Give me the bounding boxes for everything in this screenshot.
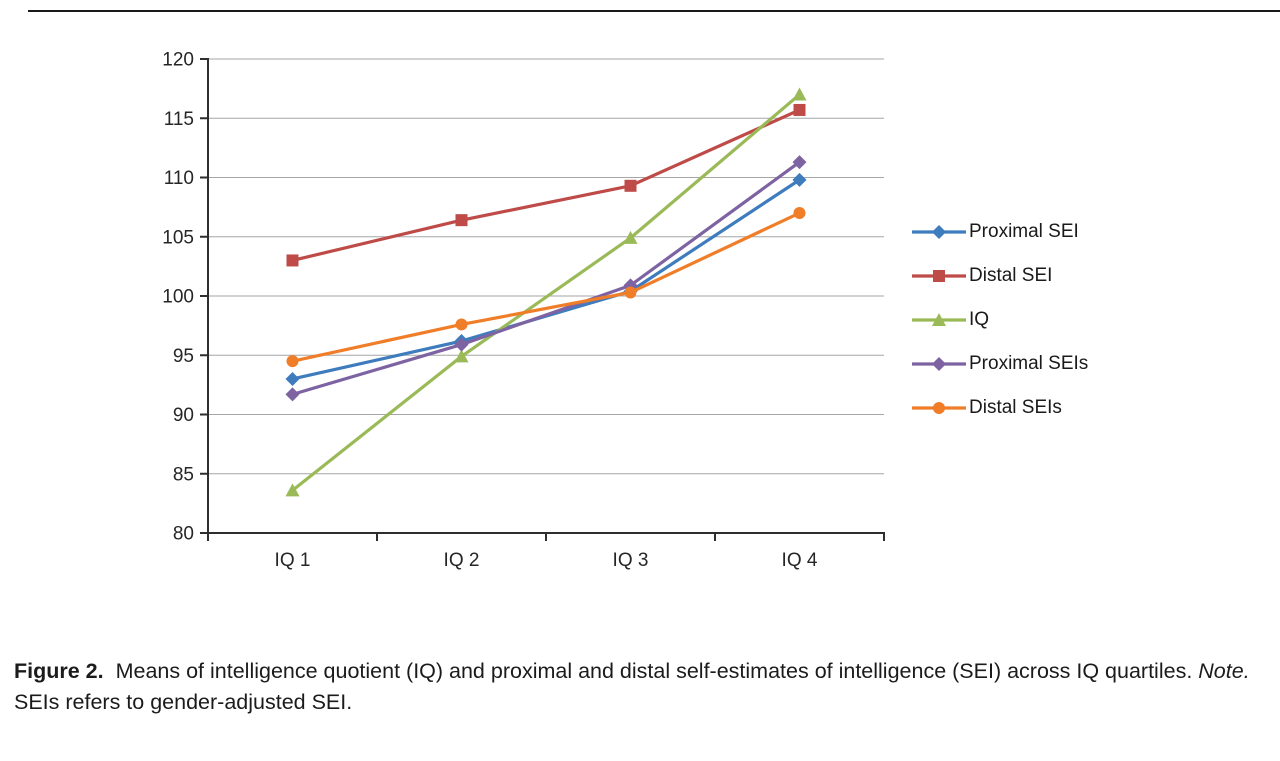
series-marker-iq-3 bbox=[623, 230, 638, 244]
legend-swatch-distal-sei bbox=[912, 270, 966, 282]
series-marker-distal-sei-4 bbox=[793, 103, 806, 116]
series-marker-proximal-sei-1 bbox=[285, 371, 300, 386]
series-marker-distal-sei-1 bbox=[286, 254, 299, 267]
note-label: Note. bbox=[1198, 659, 1250, 683]
legend-marker-triangle-iq bbox=[932, 313, 946, 326]
legend-item-distal-seis: Distal SEIs bbox=[912, 397, 1088, 418]
series-marker-iq-4 bbox=[792, 87, 807, 101]
legend-marker-diamond-proximal-sei bbox=[932, 225, 946, 239]
y-tick-label-80: 80 bbox=[173, 524, 194, 545]
series-marker-distal-seis-1 bbox=[286, 355, 299, 368]
note-body: SEIs refers to gender-adjusted SEI. bbox=[14, 690, 353, 715]
y-tick-label-85: 85 bbox=[173, 464, 194, 485]
figure-caption: Figure 2. Means of intelligence quotient… bbox=[14, 656, 1272, 718]
legend-marker-circle-distal-seis bbox=[933, 402, 945, 414]
series-marker-iq-1 bbox=[285, 483, 300, 497]
y-tick-label-90: 90 bbox=[173, 405, 194, 426]
series-line-iq bbox=[290, 92, 802, 492]
series-marker-distal-sei-2 bbox=[455, 214, 468, 227]
legend-item-iq: IQ bbox=[912, 309, 1088, 330]
legend-marker-diamond-proximal-seis bbox=[932, 357, 946, 371]
y-tick-label-120: 120 bbox=[162, 50, 194, 71]
series-marker-distal-sei-3 bbox=[624, 179, 637, 192]
series-line-proximal-sei bbox=[290, 178, 802, 381]
legend-swatch-iq bbox=[912, 313, 966, 326]
series-line-proximal-seis bbox=[290, 160, 802, 396]
y-tick-label-95: 95 bbox=[173, 346, 194, 367]
legend-label-proximal-sei: Proximal SEI bbox=[969, 221, 1079, 242]
series-marker-distal-seis-3 bbox=[624, 286, 637, 299]
line-chart: 80 85 90 95 100 105 110 115 120 IQ 1 IQ 2 IQ 3 IQ 4 bbox=[162, 50, 885, 571]
series-marker-proximal-seis-2 bbox=[454, 337, 469, 352]
series-marker-distal-seis-2 bbox=[455, 318, 468, 331]
legend-swatch-proximal-seis bbox=[912, 357, 966, 371]
caption-body: Means of intelligence quotient (IQ) and … bbox=[115, 659, 1193, 683]
series-line-distal-sei bbox=[290, 108, 802, 263]
figure-label: Figure 2. bbox=[14, 659, 104, 683]
x-category-label-iq-1: IQ 1 bbox=[275, 550, 311, 571]
y-tick-label-105: 105 bbox=[162, 227, 194, 248]
x-category-label-iq-4: IQ 4 bbox=[782, 550, 818, 571]
legend-item-proximal-seis: Proximal SEIs bbox=[912, 353, 1089, 374]
top-rule-divider bbox=[28, 10, 1280, 12]
chart-legend: Proximal SEI Distal SEI IQ Proximal SEIs Dis… bbox=[912, 221, 1089, 418]
legend-label-distal-sei: Distal SEI bbox=[969, 265, 1053, 286]
x-category-label-iq-3: IQ 3 bbox=[613, 550, 649, 571]
y-tick-label-110: 110 bbox=[164, 168, 194, 189]
series-line-distal-seis bbox=[290, 211, 802, 363]
x-category-label-iq-2: IQ 2 bbox=[444, 550, 480, 571]
series-marker-distal-seis-4 bbox=[793, 207, 806, 220]
legend-item-proximal-sei: Proximal SEI bbox=[912, 221, 1088, 242]
y-tick-label-115: 115 bbox=[164, 109, 194, 130]
legend-label-distal-seis: Distal SEIs bbox=[969, 397, 1062, 418]
legend-swatch-distal-seis bbox=[912, 402, 966, 414]
legend-marker-square-distal-sei bbox=[933, 270, 945, 282]
legend-label-iq: IQ bbox=[969, 309, 990, 330]
series-marker-proximal-sei-4 bbox=[792, 172, 807, 187]
series-marker-proximal-seis-1 bbox=[285, 387, 300, 402]
y-tick-label-100: 100 bbox=[162, 287, 194, 308]
series-marker-proximal-seis-4 bbox=[792, 155, 807, 170]
legend-swatch-proximal-sei bbox=[912, 225, 966, 239]
series-marker-iq-2 bbox=[454, 349, 469, 363]
legend-item-distal-sei: Distal SEI bbox=[912, 265, 1088, 286]
legend-label-proximal-seis: Proximal SEIs bbox=[969, 353, 1089, 374]
